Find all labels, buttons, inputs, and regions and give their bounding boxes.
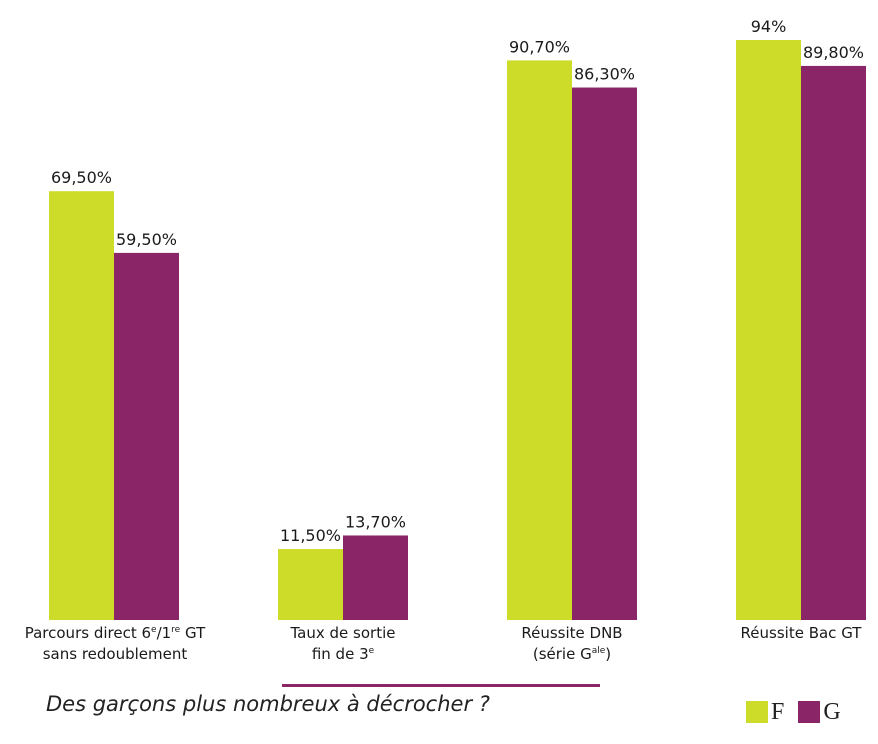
bar-g-3 [572,87,637,621]
value-label-f-1: 69,50% [51,168,112,187]
chart-caption: Des garçons plus nombreux à décrocher ? [46,692,490,716]
bar-g-4 [801,65,866,620]
category-label-1: Parcours direct 6e/1re GT sans redoublem… [24,624,206,663]
bar-f-2 [278,549,343,620]
value-label-f-2: 11,50% [280,526,341,545]
legend: F G [746,700,855,724]
bar-g-2 [343,535,408,620]
category-label-3: Réussite DNB (série Gale) [521,624,623,663]
value-label-g-1: 59,50% [116,230,177,249]
legend-label-g: G [823,699,841,725]
value-label-g-4: 89,80% [803,43,864,62]
category-label-4: Réussite Bac GT [740,624,862,642]
legend-label-f: F [771,699,785,725]
bar-f-4 [736,40,801,620]
value-label-g-3: 86,30% [574,65,635,84]
divider-line [282,684,600,687]
value-label-f-3: 90,70% [509,37,570,56]
bar-f-1 [49,191,114,620]
value-label-f-4: 94% [751,17,787,36]
category-label-2: Taux de sortie fin de 3e [290,624,396,663]
legend-swatch-g [798,701,821,723]
legend-swatch-f [746,701,768,723]
bar-chart: 69,50% 11,50% 90,70% 94% 59,50% 13,70% 86,30% 8… [49,17,866,621]
value-label-g-2: 13,70% [345,512,406,531]
bar-f-3 [507,60,572,621]
bar-g-1 [114,252,179,620]
